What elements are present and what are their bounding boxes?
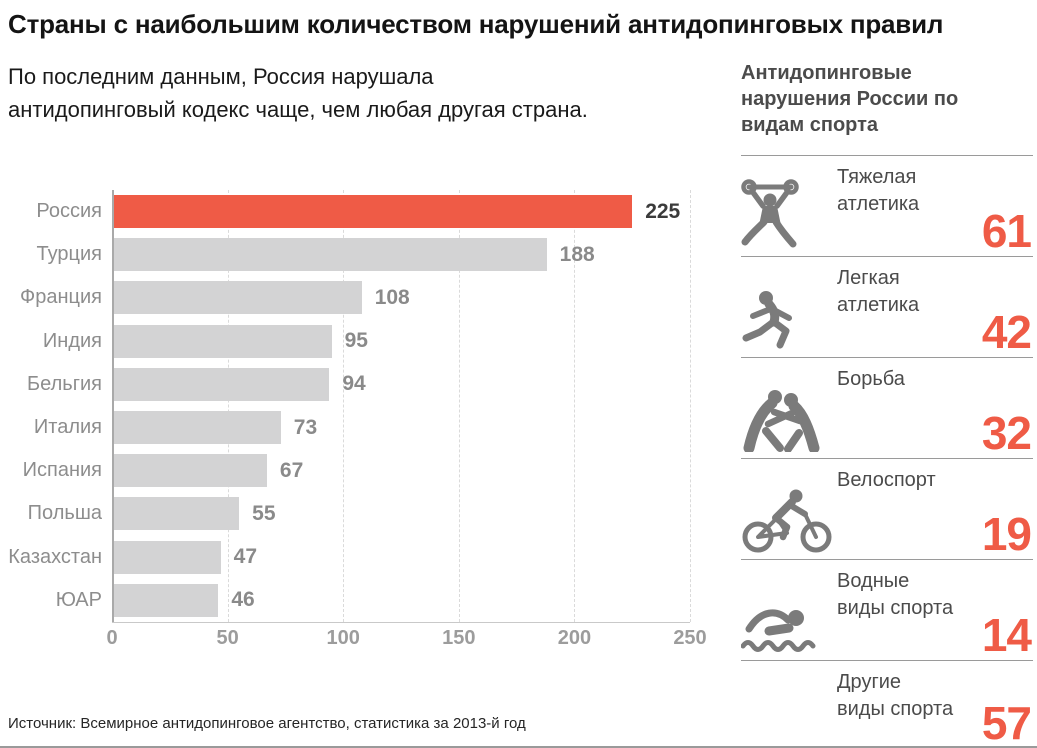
bar	[112, 454, 267, 488]
chart-column: По последним данным, Россия нарушала ант…	[8, 60, 707, 746]
sport-value: 61	[981, 205, 1032, 257]
y-axis-line	[112, 190, 114, 622]
category-label: Индия	[42, 329, 102, 352]
bar	[112, 540, 221, 574]
bar	[112, 367, 330, 401]
swimming-icon	[741, 596, 823, 654]
sport-label: Тяжелая атлетика	[837, 166, 920, 215]
subtitle: По последним данным, Россия нарушала ант…	[8, 60, 690, 126]
bar-value: 94	[342, 372, 366, 396]
plot-area: Россия Турция Франция Индия Бельгия Итал…	[8, 190, 691, 623]
main-layout: По последним данным, Россия нарушала ант…	[8, 60, 1033, 748]
side-panel: Антидопинговые нарушения России по видам…	[741, 60, 1033, 748]
bar-row: 46	[112, 579, 690, 622]
sport-label: Водные виды спорта	[837, 570, 954, 619]
bar-value: 108	[374, 285, 410, 309]
gridline	[690, 190, 691, 622]
gridline	[227, 190, 229, 622]
sport-value: 32	[981, 407, 1032, 459]
bar-row: 108	[112, 276, 690, 319]
sport-label: Легкая атлетика	[837, 267, 920, 316]
subtitle-line: По последним данным, Россия нарушала	[8, 64, 434, 89]
bar	[112, 324, 332, 358]
bars-area: 225 188 108 95 94 73 67 55 47 46	[112, 190, 691, 623]
sport-item-weightlifting: Тяжелая атлетика 61	[741, 155, 1033, 256]
gridline	[343, 190, 345, 622]
bar	[112, 195, 633, 229]
bar-row: 67	[112, 449, 690, 492]
panel-header-line: нарушения России по	[741, 88, 959, 110]
bar-row: 73	[112, 406, 690, 449]
category-label: Франция	[20, 286, 102, 309]
panel-header-line: видам спорта	[741, 114, 879, 136]
bar	[112, 238, 547, 272]
bar-value: 47	[233, 545, 258, 569]
bar	[112, 497, 240, 531]
bar-value: 188	[559, 242, 595, 266]
sport-label: Велоспорт	[837, 469, 936, 491]
x-axis: 0 50 100 150 200 250	[106, 626, 706, 655]
x-tick-label: 50	[216, 626, 239, 649]
category-label: ЮАР	[55, 588, 102, 611]
bar-value: 46	[231, 588, 255, 612]
category-label: Польша	[27, 502, 102, 525]
gridline	[458, 190, 460, 622]
bar-value: 95	[344, 329, 368, 353]
page-title: Страны с наибольшим количеством нарушени…	[8, 9, 944, 39]
sport-value: 19	[981, 508, 1032, 560]
sport-item-other-sports: Другие виды спорта 57	[741, 660, 1033, 748]
x-tick-label: 0	[106, 626, 118, 649]
panel-header: Антидопинговые нарушения России по видам…	[741, 60, 1033, 155]
bar	[112, 411, 281, 445]
bar-row: 95	[112, 320, 690, 363]
gridline	[574, 190, 576, 622]
x-tick-label: 200	[557, 626, 592, 649]
bar-chart: Россия Турция Франция Индия Бельгия Итал…	[8, 190, 707, 655]
x-tick-label: 150	[442, 626, 476, 649]
sport-item-water-sports: Водные виды спорта 14	[741, 559, 1033, 660]
category-label: Испания	[22, 459, 102, 482]
source-note: Источник: Всемирное антидопинговое агент…	[8, 714, 526, 732]
subtitle-line: антидопинговый кодекс чаще, чем любая др…	[8, 97, 588, 122]
category-label: Италия	[33, 416, 102, 439]
sport-item-wrestling: Борьба 32	[741, 357, 1033, 458]
x-tick-label: 250	[673, 626, 707, 649]
bar-row: 55	[112, 492, 690, 535]
bar-value: 225	[645, 199, 681, 223]
bar-row: 188	[112, 233, 690, 276]
y-axis-labels: Россия Турция Франция Индия Бельгия Итал…	[8, 190, 112, 623]
weightlifting-icon	[741, 174, 799, 250]
bar-row: 47	[112, 536, 690, 579]
category-label: Бельгия	[27, 372, 102, 395]
bar	[112, 281, 362, 315]
sport-item-cycling: Велоспорт 19	[741, 458, 1033, 559]
category-label: Казахстан	[8, 545, 102, 568]
sport-value: 57	[981, 697, 1032, 748]
cycling-icon	[741, 487, 833, 553]
bar-row: 225	[112, 190, 690, 233]
sport-label: Борьба	[837, 368, 905, 390]
sport-value: 42	[981, 306, 1032, 358]
category-label: Турция	[36, 243, 102, 266]
x-tick-label: 100	[326, 626, 360, 649]
sport-item-athletics: Легкая атлетика 42	[741, 256, 1033, 357]
bar-row: 94	[112, 363, 690, 406]
panel-header-line: Антидопинговые	[741, 62, 912, 84]
sport-value: 14	[981, 609, 1032, 661]
bar	[112, 583, 219, 617]
bar-value: 67	[279, 458, 304, 482]
wrestling-icon	[741, 388, 823, 452]
sport-label: Другие виды спорта	[837, 671, 954, 720]
category-label: Россия	[36, 200, 102, 223]
running-icon	[741, 289, 803, 351]
bar-value: 55	[252, 501, 276, 525]
bar-value: 73	[293, 415, 318, 439]
